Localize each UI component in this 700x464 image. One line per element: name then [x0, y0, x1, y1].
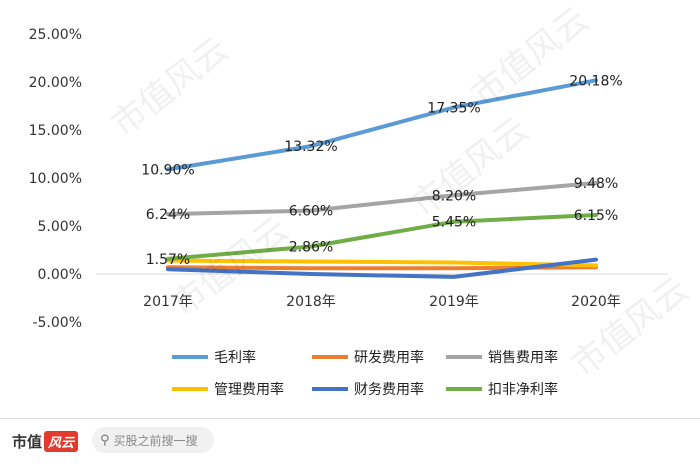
x-tick-label: 2019年: [429, 294, 479, 310]
data-label: 17.35%: [427, 100, 480, 116]
legend-label: 销售费用率: [488, 349, 558, 366]
x-tick-label: 2018年: [286, 294, 336, 310]
y-tick-label: 10.00%: [29, 171, 82, 187]
x-tick-label: 2017年: [143, 294, 193, 310]
data-label: 10.90%: [141, 162, 194, 178]
brand-logo[interactable]: 市值 风云: [12, 431, 79, 452]
data-label: 9.48%: [574, 176, 618, 192]
y-tick-label: 20.00%: [29, 75, 82, 91]
legend-label: 扣非净利率: [488, 381, 558, 398]
data-label: 6.24%: [146, 207, 190, 223]
y-tick-label: -5.00%: [32, 315, 82, 331]
legend-label: 财务费用率: [354, 381, 424, 398]
series-line-毛利率: [166, 78, 598, 172]
data-label: 6.60%: [289, 204, 333, 220]
data-label: 13.32%: [284, 139, 337, 155]
y-tick-label: 15.00%: [29, 123, 82, 139]
legend-label: 研发费用率: [354, 349, 424, 366]
y-tick-label: 5.00%: [38, 219, 82, 235]
legend-label: 管理费用率: [214, 381, 284, 398]
y-tick-label: 0.00%: [38, 267, 82, 283]
search-input[interactable]: ⚲ 买股之前搜一搜: [92, 427, 214, 453]
chart-card: 25.00% 20.00% 15.00% 10.00% 5.00% 0.00% -5.00%…: [0, 0, 700, 418]
y-tick-label: 25.00%: [29, 27, 82, 43]
series-line-管理费用率: [166, 258, 598, 268]
series-line-扣非净利率: [166, 213, 598, 261]
legend-label: 毛利率: [214, 349, 256, 366]
line-chart: 25.00% 20.00% 15.00% 10.00% 5.00% 0.00% -5.00%…: [29, 27, 668, 398]
data-label: 20.18%: [569, 73, 622, 89]
search-placeholder: 买股之前搜一搜: [113, 433, 198, 448]
series-line-销售费用率: [166, 181, 598, 217]
footer-bar: 市值 风云 ⚲ 买股之前搜一搜: [0, 418, 700, 464]
series-line-财务费用率: [166, 257, 598, 279]
data-label: 5.45%: [432, 215, 476, 231]
x-tick-label: 2020年: [571, 294, 621, 310]
brand-text: 市值: [12, 433, 43, 451]
data-label: 2.86%: [289, 240, 333, 256]
search-icon: ⚲: [100, 432, 110, 448]
data-label: 1.57%: [146, 252, 190, 268]
data-label: 6.15%: [574, 208, 618, 224]
data-label: 8.20%: [432, 188, 476, 204]
brand-mark: 风云: [44, 431, 79, 452]
